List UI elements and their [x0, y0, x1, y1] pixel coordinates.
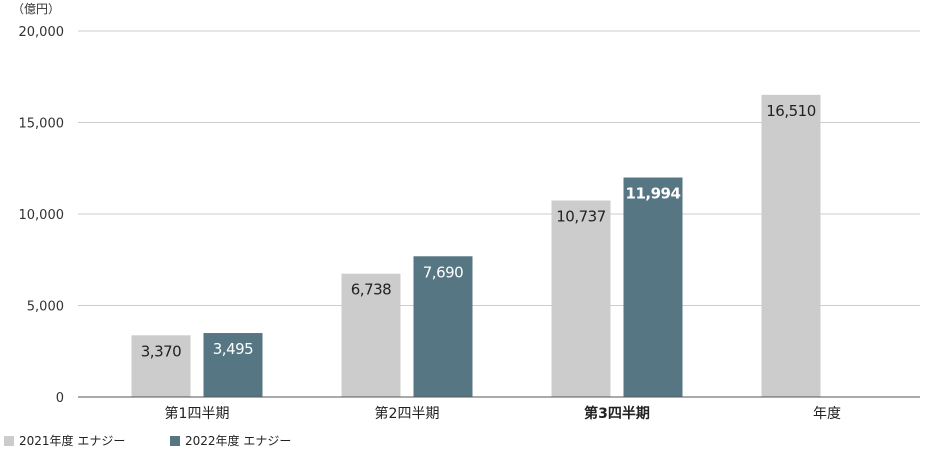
data-label: 6,738 — [351, 281, 391, 299]
data-label: 3,370 — [141, 342, 181, 360]
x-tick-label: 年度 — [813, 406, 841, 422]
legend-swatch — [170, 436, 180, 446]
x-tick-label: 第3四半期 — [584, 405, 650, 422]
x-tick-label: 第1四半期 — [165, 405, 230, 422]
bar — [623, 177, 683, 397]
y-tick-label: 0 — [56, 391, 64, 406]
bar — [413, 256, 473, 397]
data-label: 3,495 — [213, 340, 253, 358]
data-label: 16,510 — [766, 102, 816, 120]
bar — [551, 200, 611, 397]
y-tick-label: 15,000 — [19, 117, 65, 132]
data-label: 7,690 — [423, 263, 463, 281]
y-unit-label: （億円） — [12, 2, 60, 16]
y-tick-label: 10,000 — [19, 208, 65, 223]
bar — [131, 335, 191, 397]
legend-label: 2022年度 エナジー — [185, 433, 291, 448]
y-tick-label: 20,000 — [19, 25, 65, 40]
bar — [203, 333, 263, 397]
legend-swatch — [4, 436, 14, 446]
x-tick-label: 第2四半期 — [375, 405, 440, 422]
data-label: 10,737 — [556, 208, 606, 226]
y-tick-label: 5,000 — [27, 300, 64, 315]
bar — [761, 94, 821, 397]
legend-label: 2021年度 エナジー — [19, 433, 125, 448]
bar — [341, 273, 401, 397]
data-label: 11,994 — [626, 185, 681, 203]
